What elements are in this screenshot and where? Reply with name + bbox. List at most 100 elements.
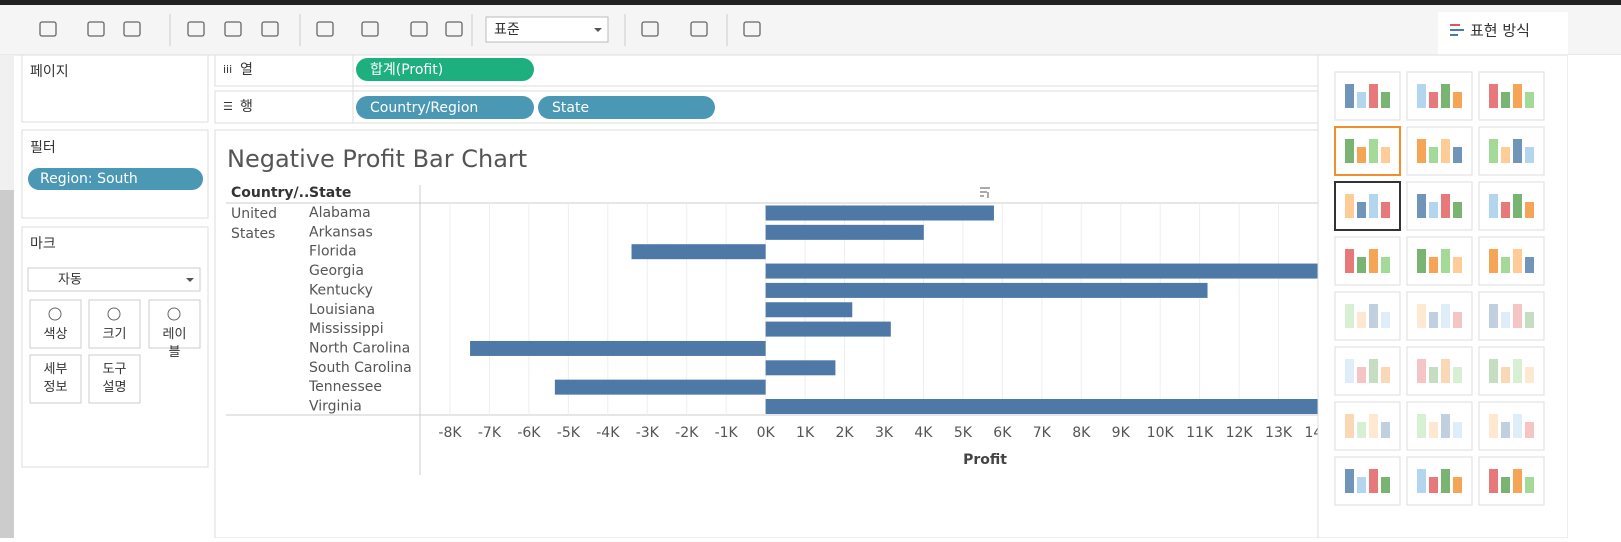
thumb-glyph	[1429, 202, 1438, 218]
row-label: Louisiana	[309, 302, 375, 318]
chart-type-thumb[interactable]	[1406, 236, 1473, 286]
toolbar-button[interactable]	[87, 21, 105, 37]
mark-button[interactable]	[88, 354, 141, 404]
toolbar-button[interactable]	[39, 21, 57, 37]
x-tick-label: 9K	[1112, 425, 1131, 441]
show-me-tab[interactable]	[1438, 12, 1568, 55]
chart-type-thumb[interactable]	[1406, 456, 1473, 506]
thumb-glyph	[1381, 477, 1390, 493]
chart-type-thumb[interactable]	[1334, 346, 1401, 396]
thumb-glyph	[1501, 422, 1510, 438]
toolbar-button[interactable]	[123, 21, 141, 37]
fit-dropdown[interactable]	[485, 16, 609, 43]
mark-type-label: 자동	[58, 273, 82, 288]
thumb-glyph	[1429, 367, 1438, 383]
row-pill[interactable]	[356, 96, 534, 119]
bar	[765, 282, 1208, 298]
toolbar-button[interactable]	[690, 21, 708, 37]
top-strip	[0, 0, 1621, 5]
toolbar-button[interactable]	[316, 21, 334, 37]
toolbar-button[interactable]	[187, 21, 205, 37]
fit-dropdown-label: 표준	[494, 22, 520, 38]
row-pill-label: Country/Region	[370, 100, 478, 116]
thumb-glyph	[1501, 257, 1510, 273]
marks-title: 마크	[30, 236, 56, 252]
mark-button-box: 도구 설명	[103, 362, 127, 395]
toolbar-button[interactable]	[224, 21, 242, 37]
chart-type-thumb[interactable]	[1478, 291, 1545, 341]
toolbar-button[interactable]	[445, 21, 463, 37]
mark-type-dropdown[interactable]	[27, 267, 201, 292]
thumb-glyph	[1513, 84, 1522, 108]
bar	[765, 205, 994, 221]
chart-type-thumb[interactable]	[1406, 346, 1473, 396]
chart-type-thumb[interactable]	[1334, 71, 1401, 121]
chart-type-thumb[interactable]	[1478, 236, 1545, 286]
thumb-glyph	[1345, 304, 1354, 328]
thumb-glyph	[1381, 257, 1390, 273]
thumb-glyph	[1525, 257, 1534, 273]
chart-type-thumb[interactable]	[1334, 181, 1401, 231]
mark-button-label: 세부 정보	[43, 362, 68, 395]
chart-type-thumb[interactable]	[1334, 126, 1401, 176]
group-label-box: United States	[231, 206, 277, 242]
chart-type-thumb[interactable]	[1406, 181, 1473, 231]
dropdown-arrow	[594, 28, 602, 32]
chart-type-thumb[interactable]	[1334, 291, 1401, 341]
chart-type-thumb[interactable]	[1334, 456, 1401, 506]
mark-button-box: 색상	[44, 327, 68, 342]
x-tick-label: -4K	[596, 425, 620, 441]
thumb-glyph	[1429, 92, 1438, 108]
thumb-glyph	[1369, 469, 1378, 493]
toolbar-button[interactable]	[361, 21, 379, 37]
dropdown-arrow	[186, 278, 194, 282]
thumb-glyph	[1441, 249, 1450, 273]
thumb-glyph	[1489, 304, 1498, 328]
toolbar-button[interactable]	[641, 21, 659, 37]
bar	[765, 321, 891, 337]
row-label: South Carolina	[309, 360, 412, 376]
thumb-glyph	[1369, 414, 1378, 438]
chart-type-thumb[interactable]	[1406, 401, 1473, 451]
chart-type-thumb[interactable]	[1478, 456, 1545, 506]
chart-type-thumb[interactable]	[1334, 236, 1401, 286]
mark-button[interactable]	[29, 354, 82, 404]
bar	[765, 224, 924, 240]
toolbar-button[interactable]	[410, 21, 428, 37]
thumb-glyph	[1429, 257, 1438, 273]
thumb-glyph	[1489, 469, 1498, 493]
toolbar-button[interactable]	[743, 21, 761, 37]
mark-button[interactable]	[88, 299, 141, 349]
thumb-glyph	[1489, 84, 1498, 108]
thumb-glyph	[1525, 422, 1534, 438]
thumb-glyph	[1441, 139, 1450, 163]
chart-type-thumb[interactable]	[1478, 346, 1545, 396]
chart-type-thumb[interactable]	[1406, 291, 1473, 341]
column-pill[interactable]	[356, 58, 534, 81]
sort-icon	[980, 187, 990, 198]
chart-type-thumb[interactable]	[1478, 181, 1545, 231]
row-pill[interactable]	[538, 96, 715, 119]
chart-type-thumb[interactable]	[1478, 126, 1545, 176]
x-tick-label: 5K	[954, 425, 973, 441]
filter-pill[interactable]	[28, 168, 203, 190]
thumb-glyph	[1441, 304, 1450, 328]
thumb-glyph	[1501, 367, 1510, 383]
chart-type-thumb[interactable]	[1406, 126, 1473, 176]
chart-type-thumb[interactable]	[1406, 71, 1473, 121]
x-tick-label: 13K	[1265, 425, 1293, 441]
x-tick-label: 10K	[1147, 425, 1175, 441]
chart-type-thumb[interactable]	[1478, 71, 1545, 121]
thumb-glyph	[1369, 139, 1378, 163]
thumb-glyph	[1525, 92, 1534, 108]
thumb-glyph	[1357, 422, 1366, 438]
thumb-glyph	[1417, 249, 1426, 273]
chart-type-thumb[interactable]	[1478, 401, 1545, 451]
chart-type-thumb[interactable]	[1334, 401, 1401, 451]
toolbar-button[interactable]	[261, 21, 279, 37]
x-tick-label: -5K	[557, 425, 581, 441]
thumb-glyph	[1453, 312, 1462, 328]
thumb-glyph	[1381, 367, 1390, 383]
